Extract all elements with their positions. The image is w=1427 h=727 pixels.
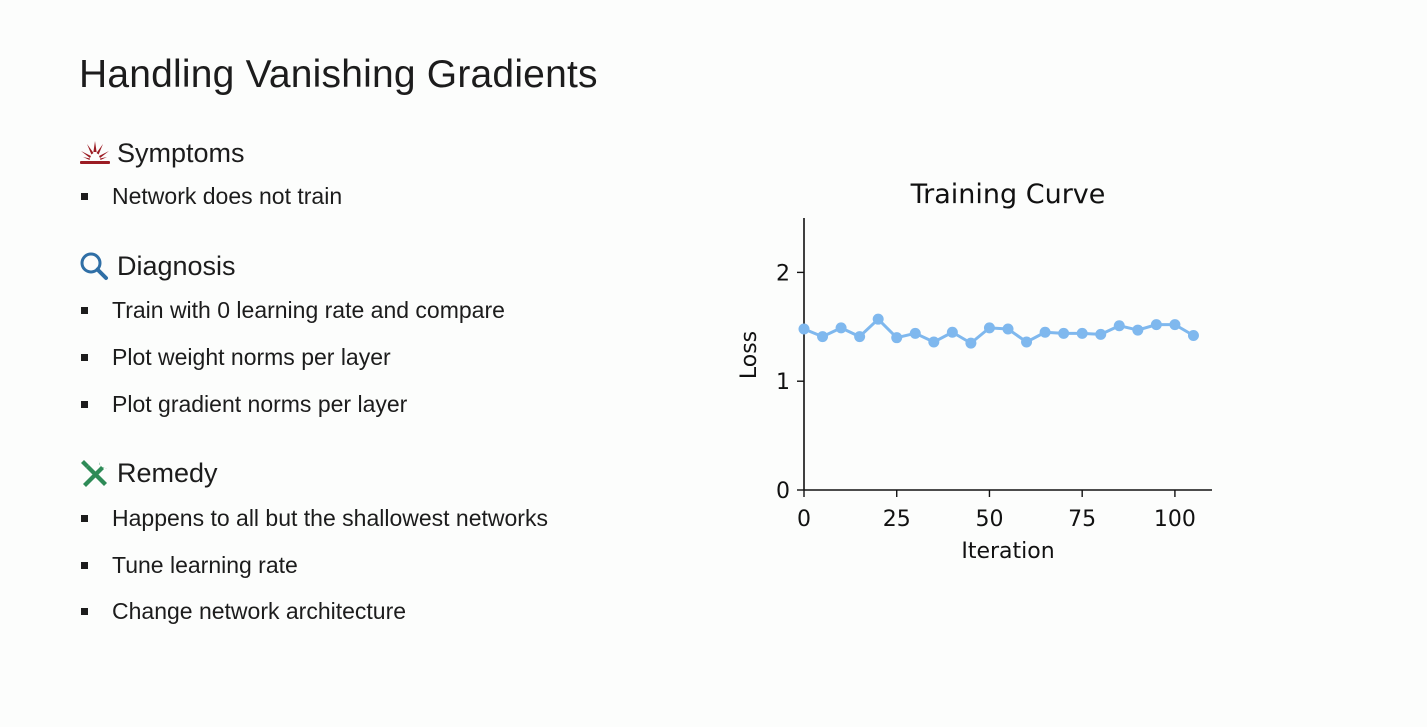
list-item: Train with 0 learning rate and compare xyxy=(79,295,719,325)
x-tick-label: 50 xyxy=(975,507,1003,532)
bullet-marker xyxy=(81,401,88,408)
y-tick-label: 2 xyxy=(776,261,790,286)
data-point xyxy=(946,326,958,338)
bullet-list: Happens to all but the shallowest networ… xyxy=(79,503,719,626)
section-header: Symptoms xyxy=(79,135,719,171)
data-point xyxy=(1187,330,1199,342)
data-point xyxy=(835,322,847,334)
bullet-marker xyxy=(81,193,88,200)
data-point xyxy=(983,322,995,334)
data-point xyxy=(1095,328,1107,340)
magnifying-glass-icon xyxy=(79,250,111,282)
list-item: Happens to all but the shallowest networ… xyxy=(79,503,719,533)
section-header: Remedy xyxy=(79,455,719,491)
section-title-remedy: Remedy xyxy=(117,458,218,488)
x-tick-label: 0 xyxy=(797,507,811,532)
chart-svg: Training Curve Iteration Loss 0 25 50 75 100… xyxy=(737,179,1212,564)
section-symptoms: Symptoms Network does not train xyxy=(79,135,719,211)
list-item: Plot gradient norms per layer xyxy=(79,389,719,419)
y-axis-label: Loss xyxy=(737,331,762,379)
training-curve-chart: Training Curve Iteration Loss 0 25 50 75 100… xyxy=(720,170,1240,570)
bullet-text: Tune learning rate xyxy=(112,552,298,578)
section-title-symptoms: Symptoms xyxy=(117,138,245,168)
chart-ticks: 0 25 50 75 100 0 1 2 xyxy=(776,261,1196,532)
bullet-marker xyxy=(81,562,88,569)
bullet-text: Plot weight norms per layer xyxy=(112,344,391,370)
y-tick-label: 0 xyxy=(776,479,790,504)
data-point xyxy=(872,313,884,325)
data-point xyxy=(1076,327,1088,339)
section-header: Diagnosis xyxy=(79,248,719,284)
list-item: Change network architecture xyxy=(79,596,719,626)
data-point xyxy=(854,331,866,343)
bullet-marker xyxy=(81,354,88,361)
data-point xyxy=(1058,327,1070,339)
slide-title: Handling Vanishing Gradients xyxy=(79,53,598,96)
data-point xyxy=(928,336,940,348)
bullet-text: Network does not train xyxy=(112,183,343,209)
section-title-diagnosis: Diagnosis xyxy=(117,251,236,281)
x-tick-label: 25 xyxy=(883,507,911,532)
data-point xyxy=(1150,319,1162,331)
tools-icon xyxy=(79,457,111,489)
data-point xyxy=(965,337,977,349)
x-tick-label: 75 xyxy=(1068,507,1096,532)
data-point xyxy=(1021,336,1033,348)
list-item: Plot weight norms per layer xyxy=(79,342,719,372)
section-remedy: Remedy Happens to all but the shallowest… xyxy=(79,455,719,626)
data-point xyxy=(891,332,903,344)
series-line xyxy=(803,317,1195,345)
data-point xyxy=(817,331,829,343)
bullet-text: Happens to all but the shallowest networ… xyxy=(112,505,548,531)
bullet-marker xyxy=(81,608,88,615)
x-axis-label: Iteration xyxy=(961,539,1054,564)
data-point xyxy=(1132,324,1144,336)
chart-title: Training Curve xyxy=(910,179,1106,210)
bullet-list: Network does not train xyxy=(79,181,719,211)
data-point xyxy=(1113,320,1125,332)
bullet-text: Change network architecture xyxy=(112,598,407,624)
bullet-list: Train with 0 learning rate and compare P… xyxy=(79,295,719,419)
bullet-text: Plot gradient norms per layer xyxy=(112,391,408,417)
data-point xyxy=(1039,326,1051,338)
section-diagnosis: Diagnosis Train with 0 learning rate and… xyxy=(79,248,719,419)
data-point xyxy=(1169,319,1181,331)
explosion-icon xyxy=(79,137,111,169)
y-tick-label: 1 xyxy=(776,370,790,395)
bullet-marker xyxy=(81,307,88,314)
bullet-marker xyxy=(81,515,88,522)
x-tick-label: 100 xyxy=(1154,507,1196,532)
data-point xyxy=(909,327,921,339)
chart-axes xyxy=(803,218,1212,491)
bullet-text: Train with 0 learning rate and compare xyxy=(112,297,505,323)
list-item: Tune learning rate xyxy=(79,550,719,580)
data-point xyxy=(1002,323,1014,335)
chart-series xyxy=(798,313,1199,349)
data-point xyxy=(798,323,810,335)
list-item: Network does not train xyxy=(79,181,719,211)
